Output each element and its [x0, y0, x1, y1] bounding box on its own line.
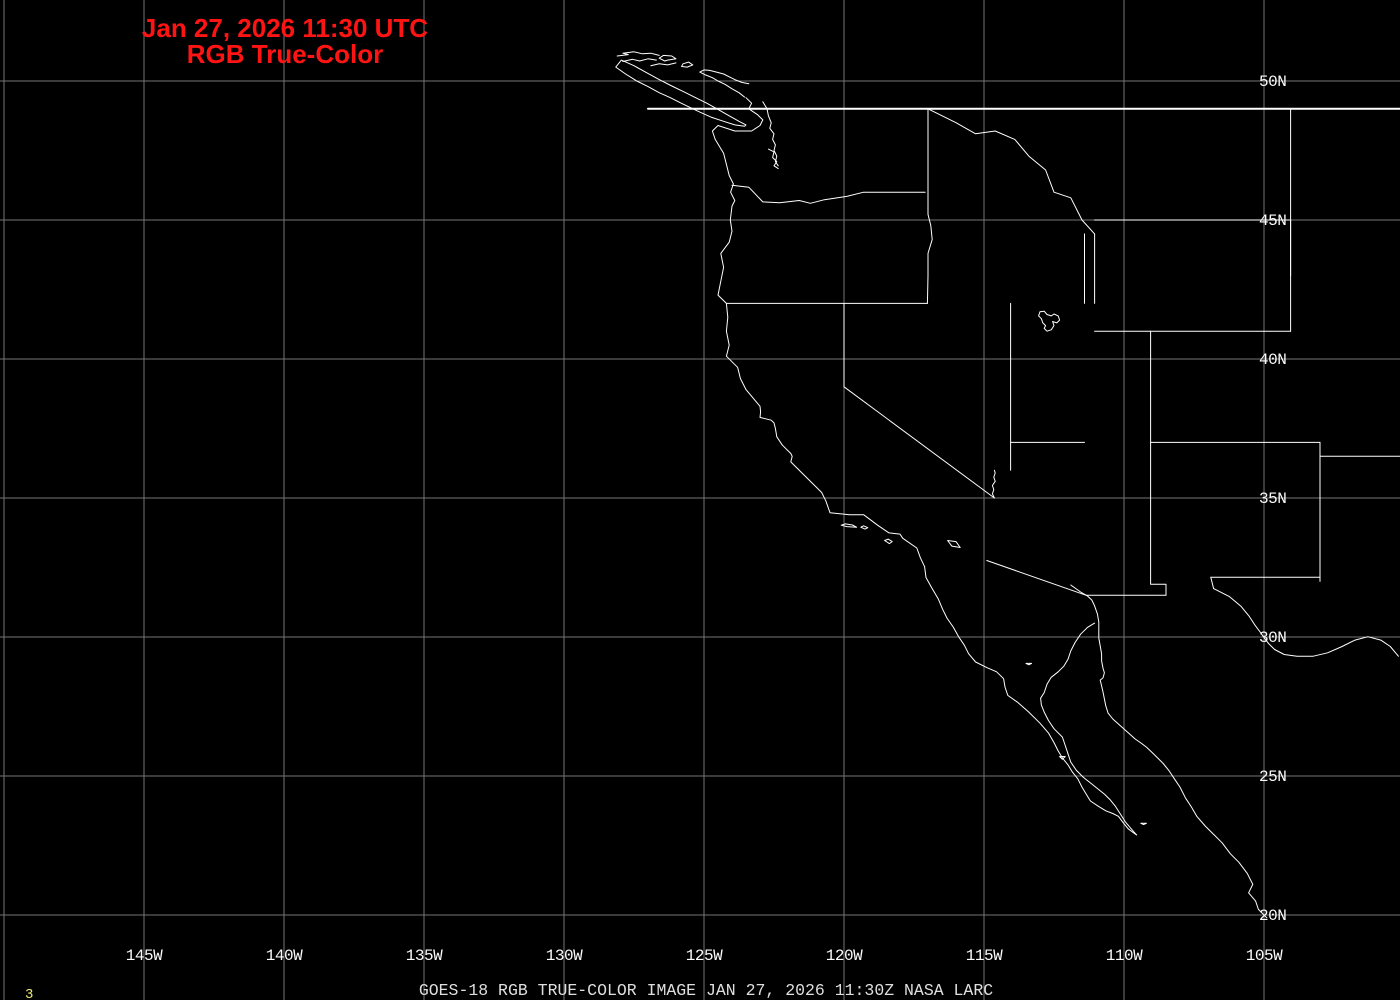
svg-text:110W: 110W: [1106, 947, 1143, 965]
svg-text:115W: 115W: [966, 947, 1003, 965]
svg-text:35N: 35N: [1259, 490, 1286, 508]
svg-text:125W: 125W: [686, 947, 723, 965]
svg-text:145W: 145W: [126, 947, 163, 965]
svg-text:3: 3: [25, 987, 33, 1000]
svg-text:130W: 130W: [546, 947, 583, 965]
svg-text:105W: 105W: [1246, 947, 1283, 965]
svg-text:40N: 40N: [1259, 351, 1286, 369]
svg-text:25N: 25N: [1259, 768, 1286, 786]
svg-text:20N: 20N: [1259, 907, 1286, 925]
svg-text:140W: 140W: [266, 947, 303, 965]
svg-text:30N: 30N: [1259, 629, 1286, 647]
svg-text:GOES-18 RGB TRUE-COLOR IMAGE: GOES-18 RGB TRUE-COLOR IMAGE JAN 27, 202…: [419, 981, 993, 1000]
svg-text:45N: 45N: [1259, 212, 1286, 230]
svg-text:135W: 135W: [406, 947, 443, 965]
svg-text:120W: 120W: [826, 947, 863, 965]
svg-text:50N: 50N: [1259, 73, 1286, 91]
